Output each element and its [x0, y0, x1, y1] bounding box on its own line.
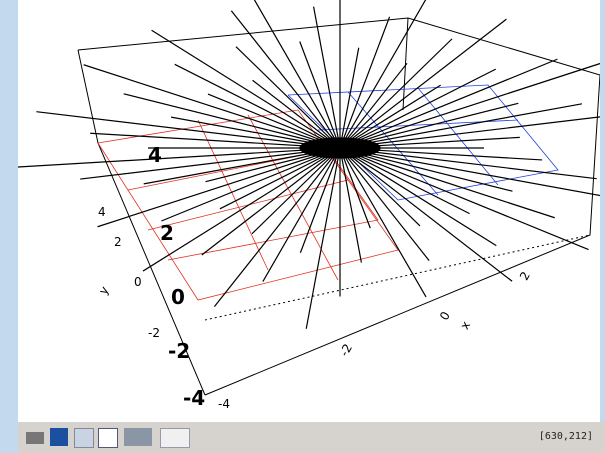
vector-ray	[339, 147, 497, 247]
vector-field	[18, 0, 600, 329]
vector-ray	[161, 147, 341, 222]
vector-ray	[251, 147, 341, 235]
vector-ray	[312, 6, 341, 149]
vector-ray	[230, 10, 341, 149]
vector-ray	[253, 0, 341, 149]
vector-ray	[339, 147, 597, 180]
vector-ray	[262, 147, 341, 282]
vector-ray	[339, 147, 421, 227]
vector-ray	[339, 147, 470, 215]
x-tick-label: 0	[437, 309, 453, 323]
vector-ray	[207, 93, 341, 149]
grid-cell	[247, 114, 339, 281]
vector-ray	[339, 147, 555, 219]
axis-box	[77, 17, 600, 396]
vector-ray	[339, 47, 360, 149]
vector-ray	[339, 16, 391, 149]
vector-ray	[339, 147, 589, 251]
x-axis-label: x	[457, 319, 473, 332]
box-edge	[204, 234, 591, 321]
z-tick-label: 2	[160, 221, 174, 245]
vector-ray	[339, 38, 453, 149]
vector-ray	[339, 68, 497, 149]
vector-ray	[339, 0, 427, 149]
x-tick-label: 2	[517, 269, 533, 283]
vector-hub	[299, 137, 381, 159]
vector-ray	[213, 147, 341, 308]
grid-cell	[197, 119, 269, 271]
vector-ray	[339, 147, 430, 262]
vector-ray	[252, 79, 341, 149]
vector-ray	[339, 58, 558, 149]
vector-ray	[339, 147, 513, 282]
rotate-button[interactable]	[124, 428, 152, 446]
save-button[interactable]	[50, 428, 68, 446]
vector-ray	[299, 147, 341, 253]
vector-ray	[151, 29, 341, 149]
zoom-button[interactable]	[98, 428, 118, 448]
vector-ray	[90, 132, 341, 149]
vector-ray	[18, 147, 341, 168]
figure-button[interactable]	[74, 428, 94, 448]
vector-ray	[235, 46, 341, 149]
vector-ray	[123, 93, 341, 149]
x-tick-label: -2	[337, 341, 355, 358]
box-edge	[77, 17, 600, 76]
vector-ray	[142, 147, 341, 272]
z-tick-label: -2	[168, 339, 190, 363]
vector-ray	[339, 116, 600, 149]
vector-ray	[305, 147, 341, 329]
vector-ray	[339, 147, 371, 229]
box-edge	[402, 17, 409, 111]
vector-ray	[339, 62, 408, 149]
edit-button[interactable]	[160, 428, 190, 448]
y-tick-label: 0	[134, 275, 142, 289]
vector-ray	[80, 147, 341, 180]
grid-cell	[417, 87, 499, 186]
grid-cell	[127, 149, 379, 261]
vector-ray	[339, 147, 362, 263]
vector-ray	[219, 147, 341, 210]
vector-ray	[339, 147, 600, 197]
status-coordinates: [630,212]	[538, 431, 593, 442]
y-tick-label: 2	[114, 235, 122, 249]
plot-area: 4 2 0 -2 -4 4 2 0 -2 -4 y -2 0 2 x	[18, 0, 600, 422]
z-tick-label: -4	[183, 386, 205, 410]
vector-ray	[299, 41, 341, 149]
box-edge	[204, 74, 600, 396]
print-button[interactable]	[26, 432, 44, 444]
vector-ray	[83, 64, 341, 149]
vector-ray	[339, 18, 507, 149]
vector-ray	[339, 62, 600, 149]
z-tick-label: 0	[171, 285, 185, 309]
vector-ray	[36, 111, 341, 149]
vector-ray	[339, 84, 441, 149]
y-tick-label: -2	[148, 326, 160, 340]
vector-ray	[97, 147, 341, 228]
vector-ray	[174, 63, 341, 149]
vector-ray	[339, 147, 427, 298]
toolbar: [630,212]	[18, 422, 605, 453]
y-tick-label: 4	[98, 205, 106, 219]
y-axis-label: y	[96, 284, 112, 297]
vector-ray	[201, 147, 341, 256]
y-tick-label: -4	[218, 397, 230, 411]
vector-ray	[339, 103, 583, 149]
vector-ray	[339, 102, 519, 149]
z-tick-label: 4	[148, 143, 162, 167]
